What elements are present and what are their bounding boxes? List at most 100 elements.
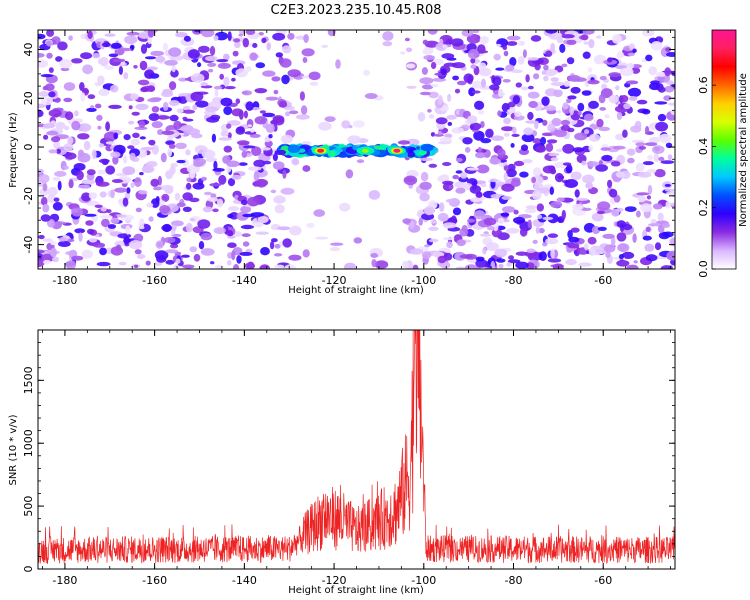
heatmap-cell — [506, 262, 512, 267]
heatmap-cell — [549, 186, 554, 195]
heatmap-cell — [98, 158, 110, 164]
heatmap-cell — [509, 57, 517, 67]
heatmap-cell — [581, 90, 592, 96]
heatmap-cell — [561, 209, 566, 220]
heatmap-cell — [187, 49, 200, 59]
heatmap-cell — [587, 181, 593, 190]
heatmap-cell — [541, 96, 550, 106]
heatmap-cell — [505, 64, 515, 72]
heatmap-cell — [489, 157, 501, 165]
heatmap-cell — [627, 87, 642, 97]
heatmap-cell — [568, 236, 580, 243]
heatmap-cell — [161, 184, 174, 191]
heatmap-cell — [324, 116, 336, 122]
heatmap-cell — [619, 67, 634, 77]
heatmap-cell — [630, 125, 642, 133]
heatmap-cell — [637, 195, 646, 203]
heatmap-cell — [129, 44, 135, 50]
heatmap-cell — [611, 34, 622, 44]
heatmap-cell — [666, 250, 675, 261]
heatmap-cell — [469, 122, 482, 131]
heatmap-cell — [273, 116, 285, 126]
heatmap-cell — [462, 137, 473, 145]
heatmap-cell — [174, 192, 181, 201]
colorbar-gradient — [711, 29, 737, 270]
snr-y-axis-label: SNR (10 * v/v) — [8, 414, 19, 485]
heatmap-cell — [654, 169, 666, 178]
heatmap-cell — [42, 203, 50, 213]
heatmap-cell — [521, 133, 535, 143]
heatmap-cell — [608, 72, 621, 78]
heatmap-cell — [189, 218, 196, 222]
heatmap-cell — [178, 96, 188, 104]
heatmap-cell — [645, 226, 651, 233]
heatmap-cell — [122, 155, 128, 164]
heatmap-cell — [447, 121, 453, 126]
heatmap-cell — [282, 238, 293, 248]
heatmap-cell — [67, 238, 75, 243]
heatmap-cell — [236, 255, 242, 264]
heatmap-cell — [459, 254, 473, 259]
x-tick-label: -120 — [322, 574, 347, 587]
heatmap-cell — [442, 222, 457, 229]
heatmap-cell — [327, 150, 336, 158]
heatmap-cell — [112, 155, 119, 165]
heatmap-cell — [428, 238, 439, 243]
colorbar-tick-label: 0.6 — [697, 76, 710, 94]
heatmap-cell — [157, 115, 171, 120]
heatmap-cell — [447, 93, 452, 102]
x-tick-label: -160 — [142, 574, 167, 587]
heatmap-cell — [242, 241, 250, 247]
heatmap-cell — [193, 253, 201, 262]
heatmap-cell — [626, 148, 636, 156]
heatmap-cell — [160, 152, 167, 163]
heatmap-cell — [139, 218, 145, 228]
heatmap-cell — [548, 152, 560, 157]
colorbar-tick-label: 0.4 — [697, 138, 710, 156]
heatmap-cell — [86, 169, 96, 176]
heatmap-cell — [402, 260, 409, 269]
heatmap-cell — [454, 88, 461, 94]
heatmap-cell — [274, 264, 285, 269]
heatmap-cell — [110, 189, 115, 199]
heatmap-cell — [646, 195, 652, 200]
heatmap-cell — [565, 164, 573, 174]
heatmap-cell — [173, 120, 182, 130]
heatmap-cell — [665, 201, 671, 209]
heatmap-cell — [625, 80, 639, 85]
heatmap-cell — [475, 152, 486, 159]
heatmap-cell — [198, 45, 210, 53]
heatmap-cell — [461, 30, 474, 37]
heatmap-cell — [74, 228, 86, 234]
heatmap-cell — [597, 226, 607, 231]
heatmap-cell — [348, 125, 353, 129]
heatmap-cell — [178, 77, 188, 82]
heatmap-cell — [214, 264, 224, 269]
heatmap-cell — [107, 224, 117, 229]
heatmap-cell — [46, 30, 55, 37]
heatmap-cell — [176, 202, 186, 207]
heatmap-cell — [512, 95, 521, 105]
heatmap-cell — [242, 37, 249, 48]
heatmap-cell — [138, 120, 146, 128]
heatmap-cell — [561, 34, 575, 39]
heatmap-cell — [532, 239, 538, 244]
heatmap-cell — [238, 162, 248, 166]
heatmap-cell — [402, 218, 412, 224]
heatmap-cell — [262, 112, 275, 118]
heatmap-cell — [42, 238, 53, 243]
heatmap-cell — [566, 98, 572, 104]
heatmap-cell — [168, 100, 180, 106]
heatmap-cell — [236, 211, 249, 221]
heatmap-cell — [77, 123, 92, 132]
heatmap-cell — [446, 114, 457, 120]
heatmap-cell — [288, 254, 302, 261]
heatmap-cell — [440, 68, 447, 76]
heatmap-cell — [113, 132, 119, 140]
heatmap-cell — [583, 113, 594, 122]
heatmap-cell — [626, 264, 639, 269]
heatmap-cell — [545, 237, 559, 245]
heatmap-cell — [665, 191, 675, 195]
heatmap-cell — [421, 251, 432, 259]
heatmap-cell — [544, 68, 557, 77]
